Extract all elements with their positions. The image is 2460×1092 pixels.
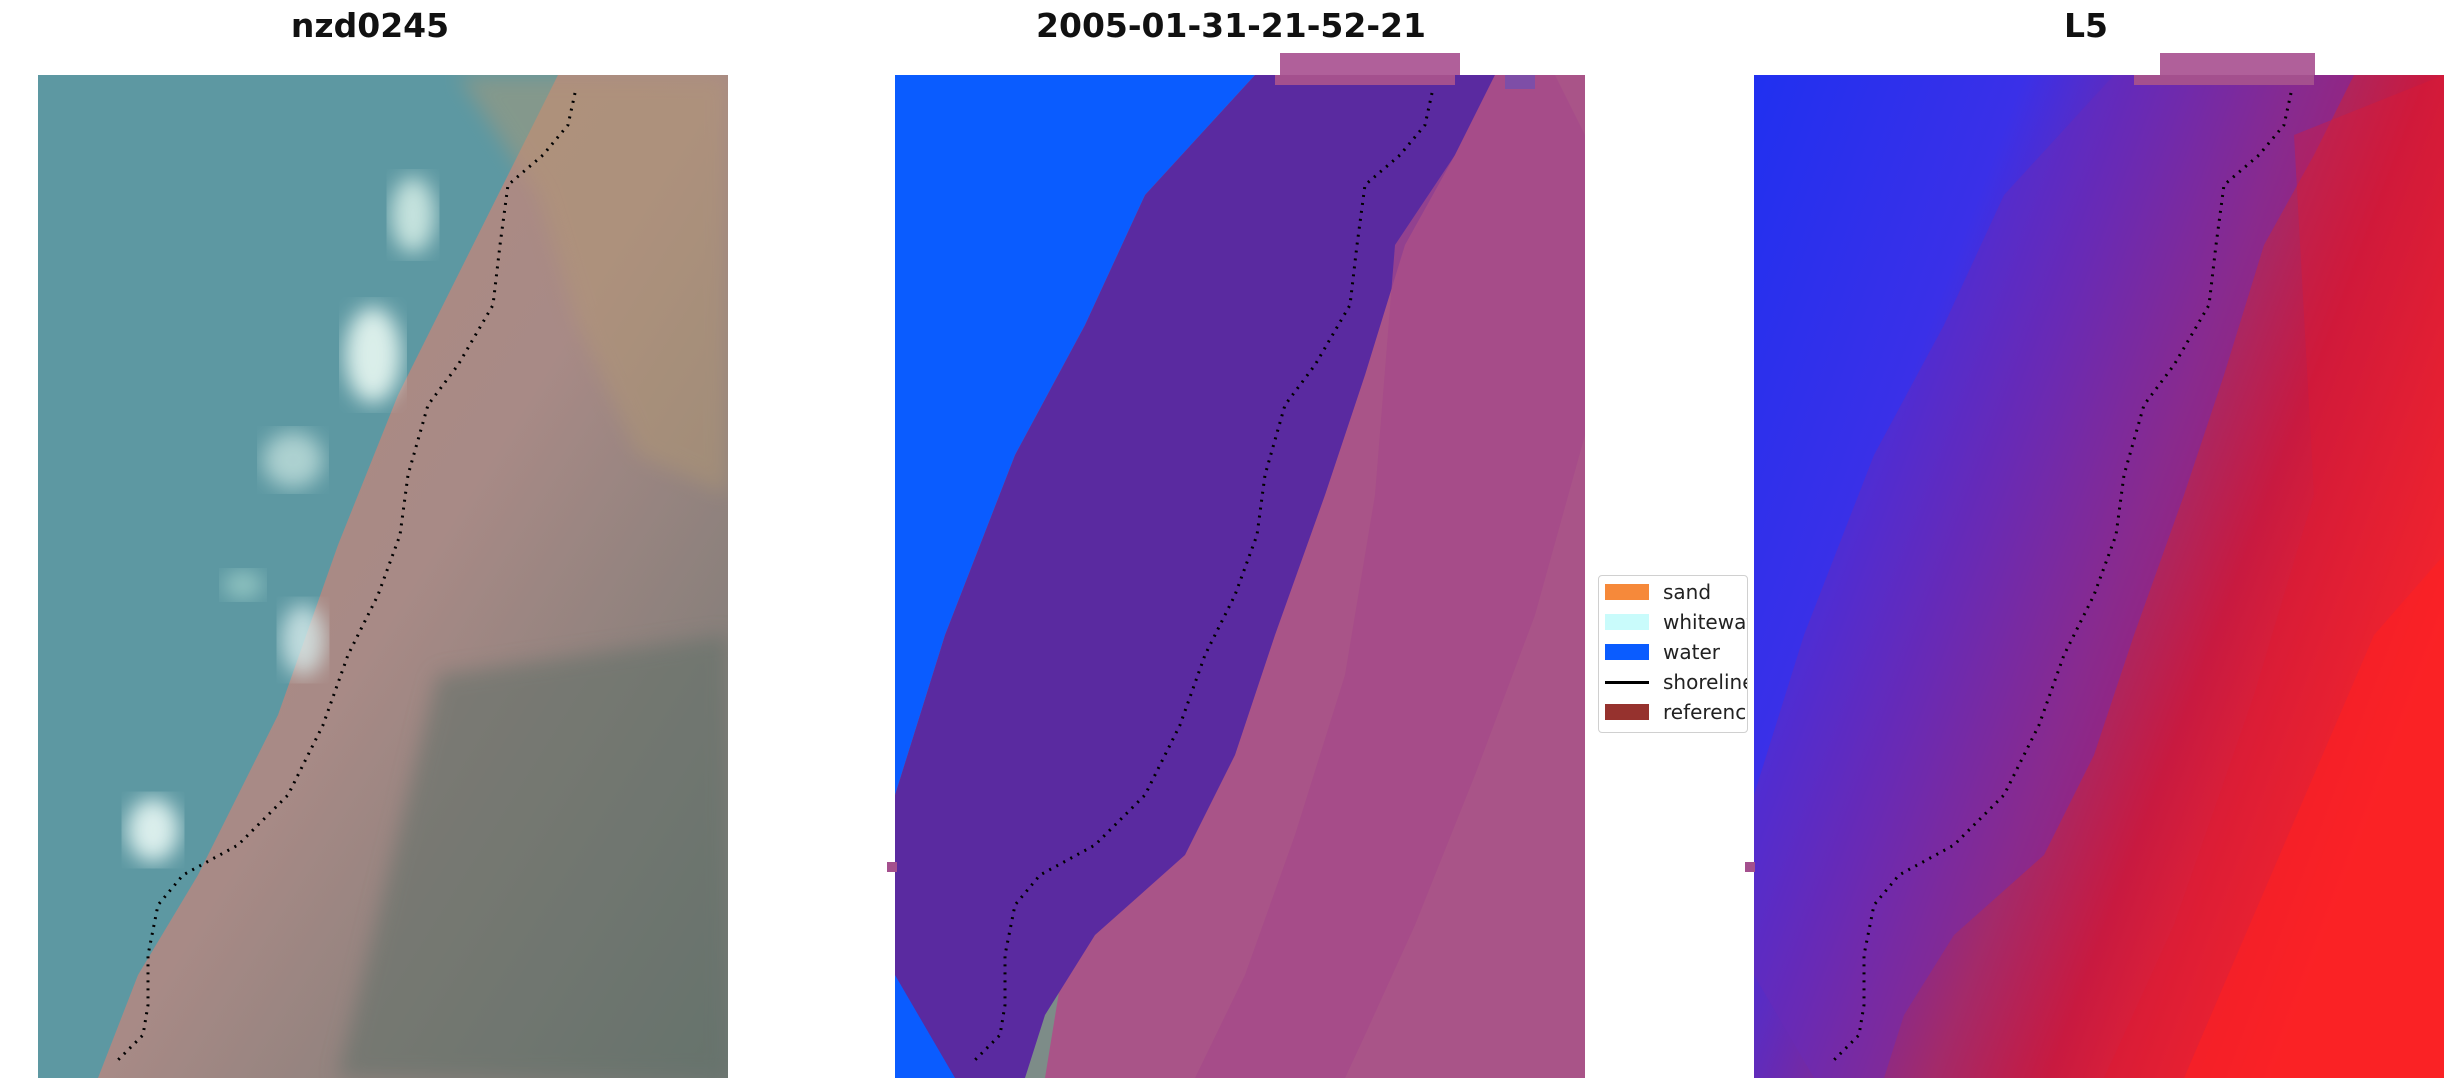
rgb-panel-title: nzd0245	[290, 6, 450, 45]
legend-label: water	[1663, 640, 1720, 664]
rgb-image-panel	[38, 75, 728, 1078]
legend-label: whitewater	[1663, 610, 1747, 634]
whitewater-swatch	[1605, 614, 1649, 630]
legend-item-sand: sand	[1605, 578, 1711, 606]
legend-label: reference shoreline	[1663, 700, 1747, 724]
whitewater-patch	[223, 571, 263, 599]
index-image-panel	[1754, 75, 2444, 1078]
whitewater-patch	[127, 798, 179, 862]
classified-panel-title: 2005-01-31-21-52-21	[1036, 6, 1426, 45]
legend-item-whitewater: whitewater	[1605, 608, 1747, 636]
legend-label: shoreline	[1663, 670, 1748, 694]
legend-item-reference-shoreline: reference shoreline	[1605, 698, 1747, 726]
whitewater-patch	[391, 177, 435, 253]
classified-image-panel	[895, 75, 1585, 1078]
water-swatch	[1605, 644, 1649, 660]
water-class	[895, 75, 1255, 795]
whitewater-patch	[281, 604, 325, 676]
sand-swatch	[1605, 584, 1649, 600]
top-marker	[1280, 53, 1460, 75]
axis-marker	[1745, 862, 1755, 872]
shoreline-swatch	[1605, 680, 1649, 684]
legend: sand whitewater water shoreline referenc…	[1598, 575, 1748, 733]
buffer-region	[1754, 75, 2354, 1078]
legend-label: sand	[1663, 580, 1712, 604]
index-panel-title: L5	[2064, 6, 2108, 45]
reference-shoreline-swatch	[1605, 704, 1649, 720]
legend-item-water: water	[1605, 638, 1720, 666]
axis-marker	[887, 862, 897, 872]
shore-buffer	[895, 75, 1495, 1078]
whitewater-patch	[263, 432, 323, 488]
legend-item-shoreline: shoreline	[1605, 668, 1748, 696]
whitewater-patch	[345, 307, 401, 403]
top-marker	[2160, 53, 2315, 75]
